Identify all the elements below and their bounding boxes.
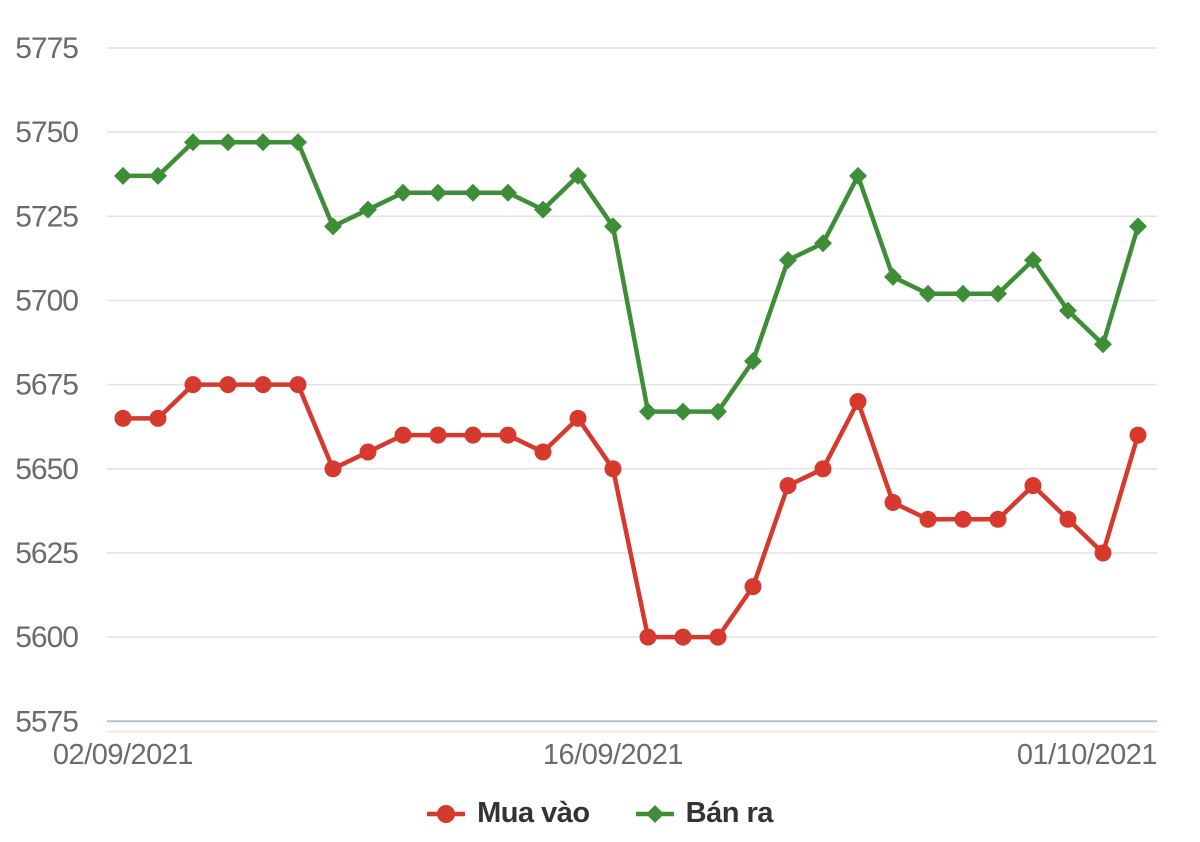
y-tick-label-5750: 5750 bbox=[15, 116, 78, 149]
y-tick-label-5725: 5725 bbox=[15, 200, 78, 233]
data-point-ban-ra-1[interactable] bbox=[149, 166, 167, 185]
data-point-ban-ra-14[interactable] bbox=[604, 217, 622, 236]
data-point-mua-vao-18[interactable] bbox=[744, 578, 762, 596]
data-point-ban-ra-29[interactable] bbox=[1129, 217, 1147, 236]
data-point-ban-ra-21[interactable] bbox=[849, 166, 867, 185]
x-tick-label-02-09-2021: 02/09/2021 bbox=[53, 739, 193, 771]
data-point-ban-ra-18[interactable] bbox=[744, 352, 762, 371]
y-tick-label-5675: 5675 bbox=[15, 369, 78, 402]
legend-label-mua-vao: Mua vào bbox=[477, 797, 590, 829]
data-point-mua-vao-7[interactable] bbox=[359, 443, 377, 461]
data-point-ban-ra-8[interactable] bbox=[394, 183, 412, 202]
data-point-mua-vao-23[interactable] bbox=[919, 510, 937, 528]
data-point-mua-vao-2[interactable] bbox=[184, 376, 202, 394]
y-tick-label-5700: 5700 bbox=[15, 284, 78, 317]
data-point-mua-vao-26[interactable] bbox=[1024, 477, 1042, 495]
y-tick-label-5650: 5650 bbox=[15, 453, 78, 486]
data-point-mua-vao-25[interactable] bbox=[989, 510, 1007, 528]
data-point-ban-ra-20[interactable] bbox=[814, 234, 832, 253]
data-point-mua-vao-14[interactable] bbox=[604, 460, 622, 478]
legend-label-ban-ra: Bán ra bbox=[685, 797, 774, 829]
data-point-ban-ra-10[interactable] bbox=[464, 183, 482, 202]
data-point-ban-ra-16[interactable] bbox=[674, 402, 692, 421]
data-point-mua-vao-5[interactable] bbox=[289, 376, 307, 394]
data-point-ban-ra-23[interactable] bbox=[919, 284, 937, 303]
data-point-mua-vao-9[interactable] bbox=[429, 426, 447, 444]
legend-item-mua-vao[interactable]: Mua vào bbox=[427, 797, 590, 830]
data-point-mua-vao-6[interactable] bbox=[324, 460, 342, 478]
data-point-ban-ra-2[interactable] bbox=[184, 133, 202, 152]
data-point-ban-ra-5[interactable] bbox=[289, 133, 307, 152]
data-point-mua-vao-29[interactable] bbox=[1129, 426, 1147, 444]
series-line-ban-ra bbox=[120, 140, 1141, 414]
data-point-ban-ra-6[interactable] bbox=[324, 217, 342, 236]
data-point-ban-ra-19[interactable] bbox=[779, 251, 797, 270]
data-point-mua-vao-12[interactable] bbox=[534, 443, 552, 461]
data-point-mua-vao-1[interactable] bbox=[149, 409, 167, 427]
y-tick-label-5600: 5600 bbox=[15, 621, 78, 654]
data-point-ban-ra-27[interactable] bbox=[1059, 301, 1077, 320]
data-point-ban-ra-3[interactable] bbox=[219, 133, 237, 152]
data-point-mua-vao-13[interactable] bbox=[569, 409, 587, 427]
data-point-mua-vao-3[interactable] bbox=[219, 376, 237, 394]
data-point-mua-vao-22[interactable] bbox=[884, 493, 902, 511]
data-point-ban-ra-0[interactable] bbox=[114, 166, 132, 185]
chart-legend: Mua vào Bán ra bbox=[0, 797, 1200, 830]
data-point-mua-vao-21[interactable] bbox=[849, 392, 867, 410]
data-point-ban-ra-12[interactable] bbox=[534, 200, 552, 219]
y-tick-label-5625: 5625 bbox=[15, 537, 78, 570]
legend-item-ban-ra[interactable]: Bán ra bbox=[635, 797, 774, 830]
data-point-ban-ra-28[interactable] bbox=[1094, 335, 1112, 354]
data-point-mua-vao-0[interactable] bbox=[114, 409, 132, 427]
data-point-ban-ra-13[interactable] bbox=[569, 166, 587, 185]
data-point-ban-ra-4[interactable] bbox=[254, 133, 272, 152]
data-point-mua-vao-27[interactable] bbox=[1059, 510, 1077, 528]
x-tick-label-01-10-2021: 01/10/2021 bbox=[1017, 739, 1157, 771]
data-point-ban-ra-26[interactable] bbox=[1024, 251, 1042, 270]
data-point-mua-vao-10[interactable] bbox=[464, 426, 482, 444]
ban-ra-line-diamond-marker-icon bbox=[635, 804, 674, 823]
data-point-ban-ra-24[interactable] bbox=[954, 284, 972, 303]
x-tick-label-16-09-2021: 16/09/2021 bbox=[543, 739, 683, 771]
data-point-ban-ra-22[interactable] bbox=[884, 267, 902, 286]
data-point-mua-vao-24[interactable] bbox=[954, 510, 972, 528]
series-line-mua-vao bbox=[120, 382, 1141, 640]
y-tick-label-5575: 5575 bbox=[15, 705, 78, 738]
data-point-mua-vao-8[interactable] bbox=[394, 426, 412, 444]
data-point-mua-vao-17[interactable] bbox=[709, 628, 727, 646]
y-tick-label-5775: 5775 bbox=[15, 32, 78, 65]
data-point-ban-ra-9[interactable] bbox=[429, 183, 447, 202]
data-point-mua-vao-11[interactable] bbox=[499, 426, 517, 444]
mua-vao-line-circle-marker-icon bbox=[427, 804, 466, 823]
data-point-ban-ra-7[interactable] bbox=[359, 200, 377, 219]
data-point-ban-ra-17[interactable] bbox=[709, 402, 727, 421]
data-point-mua-vao-19[interactable] bbox=[779, 477, 797, 495]
data-point-ban-ra-25[interactable] bbox=[989, 284, 1007, 303]
data-point-ban-ra-11[interactable] bbox=[499, 183, 517, 202]
data-point-mua-vao-28[interactable] bbox=[1094, 544, 1112, 562]
data-point-mua-vao-16[interactable] bbox=[674, 628, 692, 646]
data-point-ban-ra-15[interactable] bbox=[639, 402, 657, 421]
data-point-mua-vao-20[interactable] bbox=[814, 460, 832, 478]
data-point-mua-vao-4[interactable] bbox=[254, 376, 272, 394]
data-point-mua-vao-15[interactable] bbox=[639, 628, 657, 646]
